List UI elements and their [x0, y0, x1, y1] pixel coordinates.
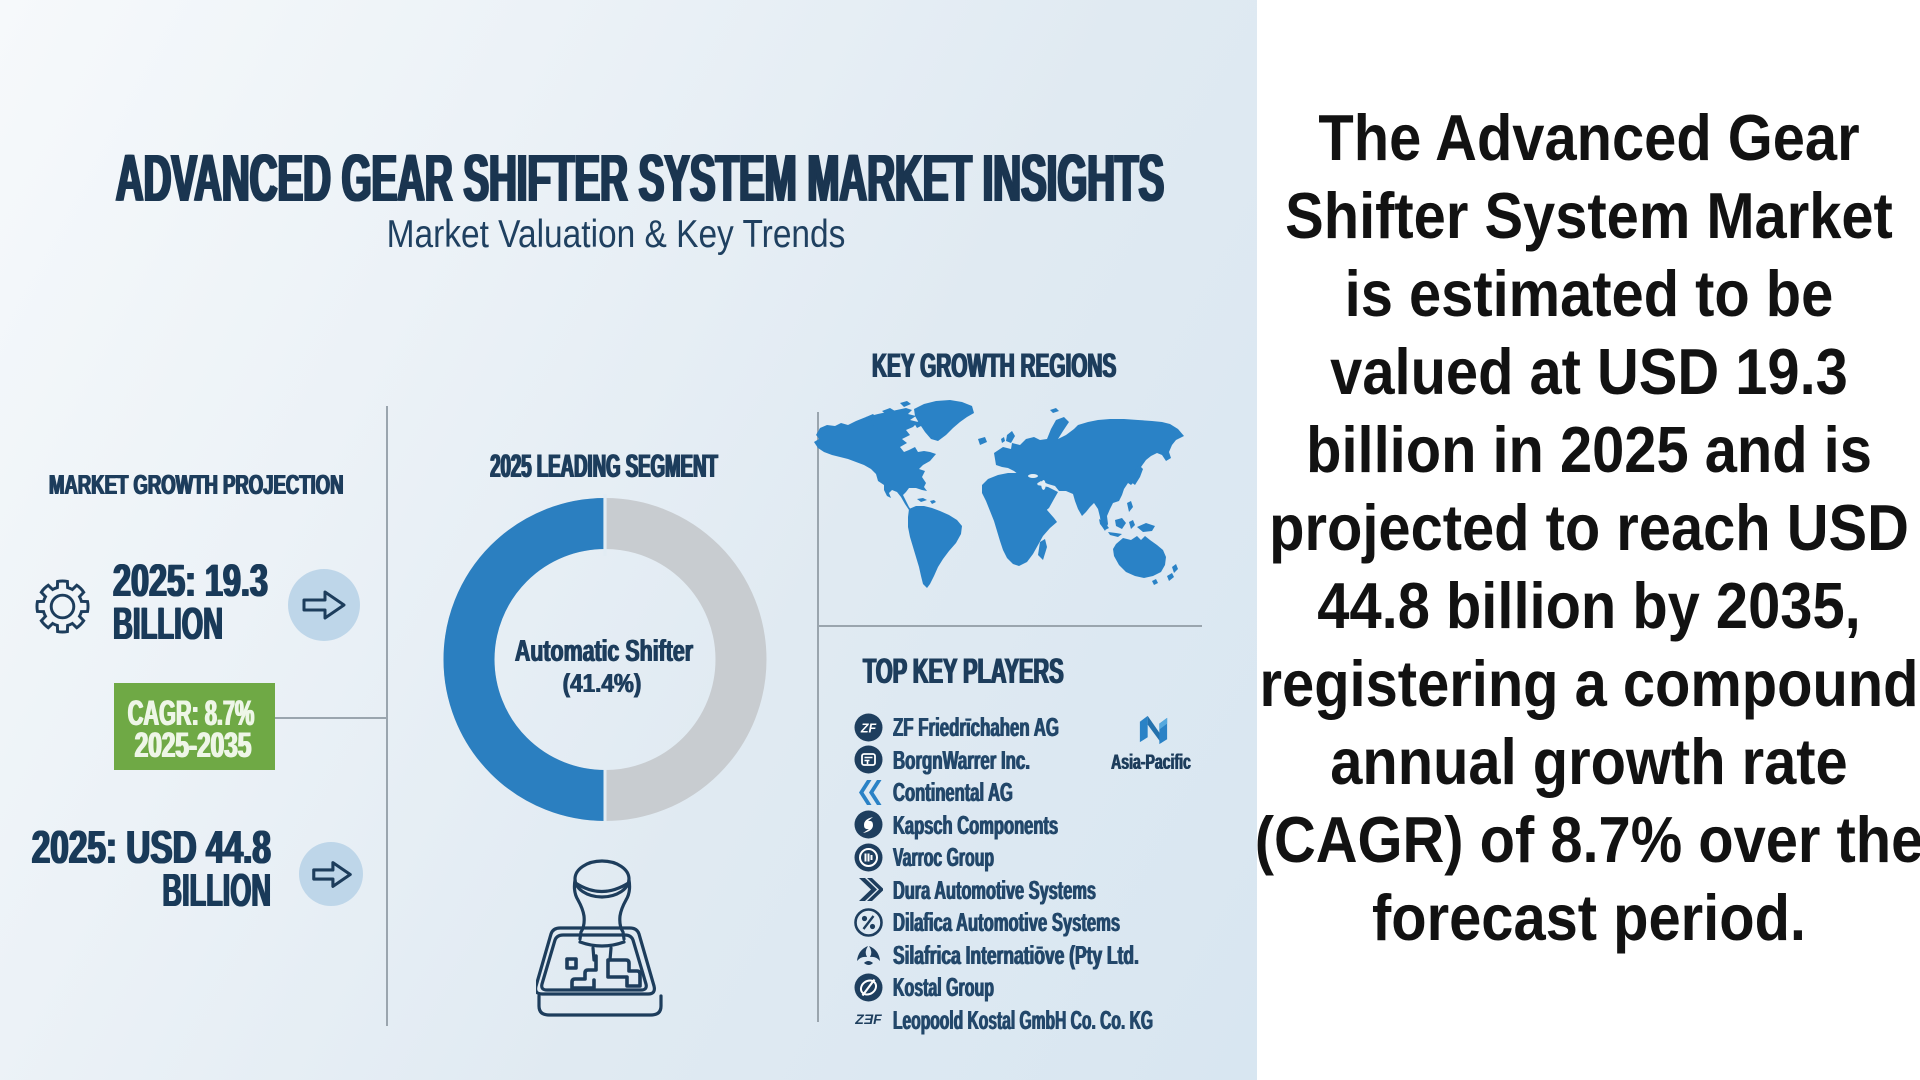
- svg-text:ZF: ZF: [859, 721, 876, 735]
- svg-text:ZƎF: ZƎF: [854, 1011, 882, 1027]
